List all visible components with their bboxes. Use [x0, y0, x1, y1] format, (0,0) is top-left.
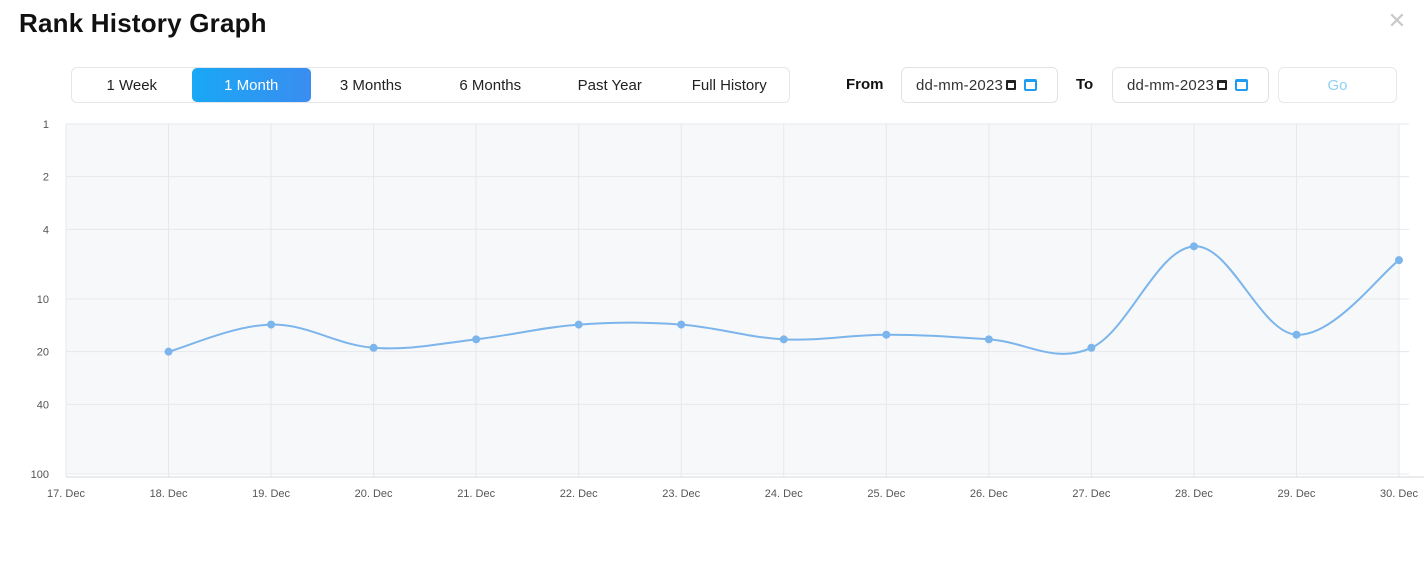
y-tick-label: 4	[43, 224, 49, 236]
range-1-week[interactable]: 1 Week	[106, 76, 158, 94]
go-button[interactable]: Go	[1278, 67, 1397, 103]
x-tick-label: 27. Dec	[1072, 488, 1110, 500]
data-point	[472, 335, 481, 344]
x-tick-label: 25. Dec	[867, 488, 905, 500]
y-tick-label: 40	[37, 399, 49, 411]
x-tick-label: 26. Dec	[970, 488, 1008, 500]
data-point	[779, 335, 788, 344]
y-tick-label: 2	[43, 172, 49, 184]
data-point	[1292, 330, 1301, 339]
x-tick-label: 23. Dec	[662, 488, 700, 500]
x-tick-label: 22. Dec	[560, 488, 598, 500]
range-past-year[interactable]: Past Year	[577, 76, 642, 94]
data-point	[1395, 256, 1403, 265]
range-1-month[interactable]: 1 Month	[191, 68, 311, 102]
range-full-history[interactable]: Full History	[691, 76, 767, 94]
data-point	[882, 330, 891, 339]
close-icon[interactable]: ✕	[1387, 8, 1407, 33]
data-point	[574, 320, 583, 329]
calendar-picker-icon[interactable]	[1235, 79, 1249, 91]
from-date-input[interactable]: dd-mm-2023	[901, 67, 1058, 103]
range-6-months[interactable]: 6 Months	[459, 76, 522, 94]
x-tick-label: 21. Dec	[457, 488, 495, 500]
y-tick-label: 1	[43, 119, 49, 131]
to-date-value: dd-mm-2023	[1127, 76, 1215, 94]
x-tick-label: 17. Dec	[47, 488, 85, 500]
range-3-months[interactable]: 3 Months	[339, 76, 402, 94]
data-point	[1189, 242, 1198, 251]
y-tick-label: 20	[37, 347, 49, 359]
calendar-picker-icon[interactable]	[1024, 79, 1038, 91]
x-tick-label: 19. Dec	[252, 488, 290, 500]
calendar-icon	[1006, 80, 1017, 90]
to-date-input[interactable]: dd-mm-2023	[1112, 67, 1269, 103]
calendar-icon	[1217, 80, 1228, 90]
from-label: From	[846, 76, 884, 93]
x-tick-label: 24. Dec	[765, 488, 803, 500]
from-date-value: dd-mm-2023	[916, 76, 1004, 94]
x-tick-label: 20. Dec	[355, 488, 393, 500]
x-tick-label: 18. Dec	[150, 488, 188, 500]
data-point	[677, 320, 686, 329]
range-selector: 1 Week 1 Month 3 Months 6 Months Past Ye…	[71, 67, 790, 103]
to-label: To	[1076, 76, 1094, 93]
y-tick-label: 100	[31, 469, 49, 481]
x-tick-label: 29. Dec	[1278, 488, 1316, 500]
data-point	[267, 320, 276, 329]
x-tick-label: 28. Dec	[1175, 488, 1213, 500]
data-point	[984, 335, 993, 344]
x-tick-label: 30. Dec	[1380, 488, 1418, 500]
page-title: Rank History Graph	[19, 8, 267, 38]
data-point	[164, 347, 173, 356]
y-tick-label: 10	[37, 294, 49, 306]
data-point	[1087, 343, 1096, 352]
data-point	[369, 343, 378, 352]
